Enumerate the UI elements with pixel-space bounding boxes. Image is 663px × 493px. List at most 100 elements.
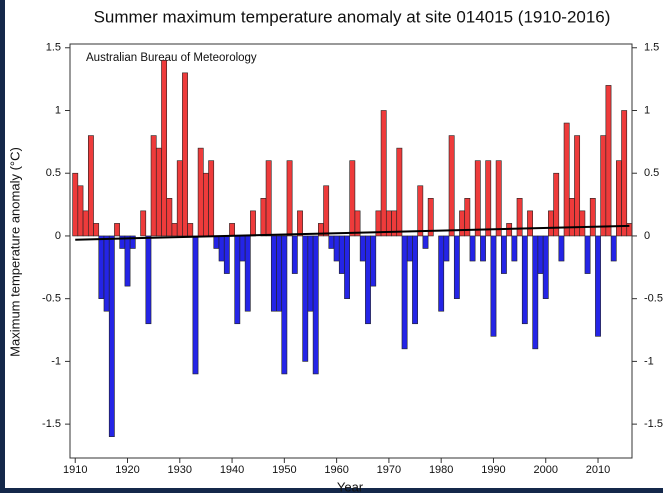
bar (396, 147, 403, 237)
bar (568, 198, 575, 237)
bar (114, 223, 120, 237)
x-tick-label: 1980 (429, 464, 453, 476)
bar (265, 160, 272, 237)
bar (474, 160, 481, 237)
bar (270, 235, 277, 312)
bar (422, 235, 429, 249)
bar (77, 185, 84, 237)
bar (187, 223, 194, 237)
x-tick-label: 1910 (63, 464, 87, 476)
bar (448, 135, 455, 237)
x-tick-label: 1950 (272, 464, 296, 476)
y2-tick-label: 0.5 (644, 167, 659, 179)
bar (260, 198, 267, 237)
bar (485, 160, 492, 237)
bar (406, 235, 413, 262)
bar (182, 72, 188, 237)
bar (176, 160, 183, 237)
y-tick-label: 0 (55, 230, 61, 242)
y-tick-label: 1 (55, 104, 61, 116)
bar (129, 235, 136, 249)
trend-line (75, 224, 630, 241)
bar (338, 235, 345, 274)
x-tick-label: 1930 (168, 464, 192, 476)
bar (72, 172, 79, 237)
bar (417, 185, 424, 237)
x-tick-label: 1970 (377, 464, 401, 476)
bar (344, 235, 350, 299)
bar (323, 185, 330, 237)
y2-tick-label: -0.5 (644, 293, 663, 305)
bar (150, 135, 157, 237)
bar (521, 235, 528, 325)
bar (155, 147, 162, 237)
bar (234, 235, 241, 325)
bar (616, 160, 622, 237)
y-tick-label: -0.5 (42, 293, 61, 305)
bar (82, 210, 89, 237)
bar (328, 235, 335, 249)
bar (192, 235, 199, 375)
bar (579, 210, 586, 237)
y-axis-label: Maximum temperature anomaly (°C) (7, 147, 22, 357)
bar (600, 135, 607, 237)
bar (537, 235, 544, 274)
bar (563, 122, 570, 237)
bar (464, 198, 471, 237)
bar (297, 210, 303, 237)
bar (501, 235, 507, 274)
annotation: Australian Bureau of Meteorology (86, 52, 257, 64)
y2-tick-label: 1.5 (644, 42, 659, 54)
bar (511, 235, 518, 262)
bar (548, 210, 554, 237)
bar (276, 235, 283, 312)
y2-tick-label: 1 (644, 104, 650, 116)
bar (584, 235, 591, 274)
y-tick-label: 0.5 (46, 167, 61, 179)
bar (480, 235, 486, 262)
bar (223, 235, 230, 274)
bar (333, 235, 340, 262)
bar (124, 235, 131, 287)
bar (558, 235, 565, 262)
bar (354, 210, 361, 237)
bar (443, 235, 450, 262)
bar (218, 235, 225, 262)
x-tick-label: 1960 (324, 464, 348, 476)
bar (359, 235, 366, 262)
y-tick-label: -1.5 (42, 418, 61, 430)
bar (605, 85, 612, 237)
bar (621, 110, 628, 237)
bar (281, 235, 288, 375)
bar (291, 235, 298, 274)
bar (250, 210, 256, 237)
bar (140, 210, 147, 237)
bar (166, 198, 173, 237)
chart-title: Summer maximum temperature anomaly at si… (94, 7, 611, 26)
bar (213, 235, 220, 249)
bar (98, 235, 105, 299)
bar (171, 223, 178, 237)
y2-tick-label: -1.5 (644, 418, 663, 430)
bar (589, 198, 596, 237)
bar (542, 235, 549, 299)
bar (312, 235, 319, 375)
bar (197, 147, 204, 237)
bar (87, 135, 94, 237)
y2-tick-label: 0 (644, 230, 650, 242)
bar (203, 172, 209, 237)
y-tick-label: 1.5 (46, 42, 61, 54)
bar (229, 223, 235, 237)
x-tick-label: 1920 (115, 464, 139, 476)
bar (93, 223, 100, 237)
bar (469, 235, 476, 262)
bar (438, 235, 445, 312)
bar (307, 235, 314, 312)
plot-frame (69, 43, 633, 459)
bar (532, 235, 539, 350)
bar (244, 235, 251, 312)
bar (595, 235, 601, 337)
bar (412, 235, 418, 325)
x-tick-label: 1940 (220, 464, 244, 476)
